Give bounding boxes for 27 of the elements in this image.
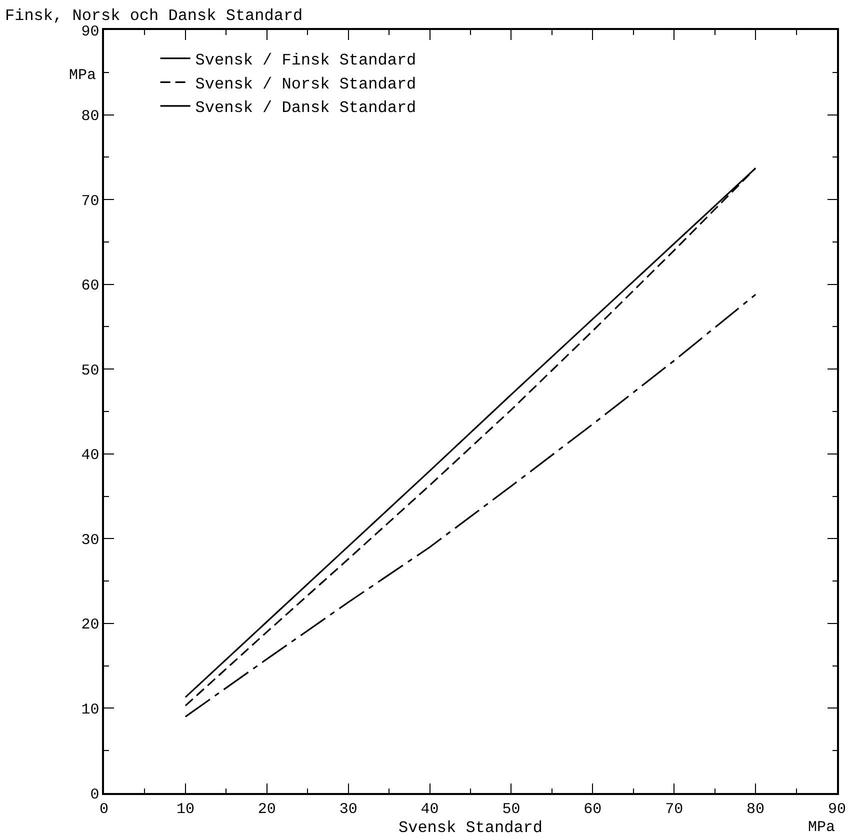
legend-label: Svensk / Finsk Standard <box>195 52 416 70</box>
x-axis-title: Svensk Standard <box>398 818 543 837</box>
x-tick-label: 10 <box>176 800 194 818</box>
y-tick-label: 90 <box>81 23 100 40</box>
x-tick-label: 70 <box>665 800 684 818</box>
y-axis-title: Finsk, Norsk och Dansk Standard <box>5 7 303 25</box>
y-tick-label: 20 <box>81 616 100 634</box>
x-tick-label: 80 <box>746 800 765 818</box>
y-tick-label: 60 <box>81 278 100 295</box>
y-tick-label: 80 <box>81 108 100 126</box>
text: MPa <box>69 67 96 84</box>
line-series <box>184 294 756 718</box>
x-tick-label: 20 <box>258 800 276 818</box>
y-tick-label: 30 <box>81 532 100 549</box>
x-tick-label: 60 <box>584 800 602 818</box>
text: MPa <box>808 819 836 836</box>
y-tick-label: 50 <box>81 362 100 380</box>
y-tick-label: 0 <box>90 786 100 804</box>
x-tick-label: 50 <box>502 800 520 818</box>
y-tick-label: 40 <box>81 447 100 464</box>
x-tick-label: 30 <box>339 800 358 818</box>
legend-label: Svensk / Norsk Standard <box>195 75 416 94</box>
y-tick-label: 70 <box>81 192 100 210</box>
y-tick-label: 10 <box>81 701 100 718</box>
x-tick-label: 90 <box>828 800 846 818</box>
x-tick-label: 40 <box>420 800 439 818</box>
legend-label: Svensk / Dansk Standard <box>195 99 416 118</box>
